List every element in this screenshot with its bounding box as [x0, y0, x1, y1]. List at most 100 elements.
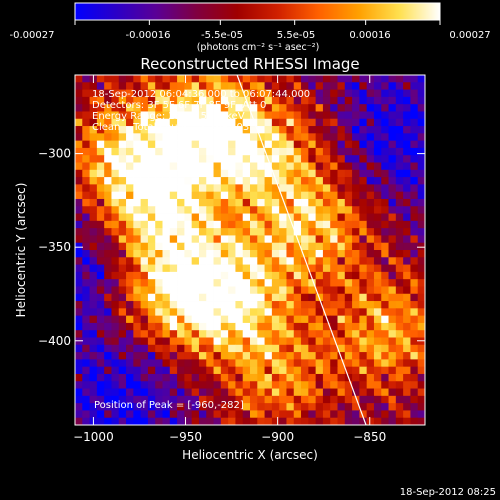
heatmap-cell [410, 104, 419, 112]
heatmap-cell [388, 271, 397, 280]
heatmap-cell [118, 257, 127, 265]
heatmap-cell [337, 220, 346, 229]
heatmap-cell [140, 264, 149, 273]
heatmap-cell [395, 242, 404, 251]
heatmap-cell [155, 257, 163, 265]
heatmap-cell [337, 213, 346, 222]
heatmap-cell [118, 381, 127, 389]
heatmap-cell [82, 235, 90, 244]
heatmap-cell [242, 279, 251, 287]
heatmap-cell [395, 403, 404, 411]
heatmap-cell [271, 308, 280, 317]
heatmap-cell [286, 308, 295, 317]
heatmap-cell [126, 301, 134, 309]
heatmap-cell [293, 388, 302, 397]
heatmap-cell [147, 250, 156, 258]
heatmap-cell [155, 264, 163, 273]
heatmap-cell [381, 206, 389, 214]
heatmap-cell [126, 169, 134, 178]
heatmap-cell [126, 155, 134, 163]
heatmap-cell [279, 140, 287, 149]
heatmap-cell [337, 366, 346, 375]
heatmap-cell [126, 104, 134, 112]
heatmap-cell [177, 271, 185, 280]
heatmap-cell [184, 315, 193, 324]
heatmap-cell [206, 373, 214, 382]
heatmap-cell [373, 89, 382, 98]
heatmap-cell [111, 111, 120, 120]
heatmap-cell [140, 293, 149, 302]
heatmap-cell [286, 213, 295, 222]
heatmap-cell [133, 206, 142, 214]
heatmap-cell [228, 250, 236, 258]
heatmap-cell [322, 250, 331, 258]
heatmap-cell [359, 118, 368, 127]
heatmap-cell [308, 330, 317, 338]
heatmap-cell [104, 213, 112, 222]
heatmap-cell [403, 286, 411, 295]
heatmap-cell [250, 184, 258, 193]
heatmap-cell [155, 301, 163, 309]
heatmap-cell [330, 279, 338, 287]
heatmap-cell [118, 308, 127, 317]
heatmap-cell [330, 104, 338, 112]
heatmap-cell [228, 235, 236, 244]
heatmap-cell [89, 403, 98, 411]
heatmap-cell [198, 279, 207, 287]
heatmap-cell [352, 184, 360, 193]
heatmap-cell [293, 213, 302, 222]
heatmap-cell [96, 140, 105, 149]
heatmap-cell [403, 191, 411, 200]
heatmap-cell [271, 198, 280, 207]
heatmap-cell [315, 228, 324, 236]
heatmap-cell [198, 155, 207, 163]
heatmap-cell [286, 271, 295, 280]
heatmap-cell [257, 228, 265, 236]
heatmap-cell [308, 140, 317, 149]
heatmap-cell [330, 344, 338, 353]
heatmap-cell [213, 373, 222, 382]
heatmap-cell [286, 301, 295, 309]
heatmap-cell [373, 133, 382, 142]
heatmap-cell [89, 140, 98, 149]
heatmap-cell [126, 344, 134, 353]
heatmap-cell [330, 403, 338, 411]
heatmap-cell [271, 220, 280, 229]
heatmap-cell [118, 388, 127, 397]
heatmap-cell [177, 250, 185, 258]
heatmap-cell [330, 264, 338, 273]
heatmap-cell [264, 228, 273, 236]
heatmap-cell [293, 381, 302, 389]
heatmap-cell [271, 330, 280, 338]
heatmap-cell [381, 111, 389, 120]
heatmap-cell [96, 410, 105, 419]
heatmap-cell [410, 286, 419, 295]
heatmap-cell [395, 147, 404, 156]
heatmap-cell [286, 96, 295, 105]
heatmap-cell [191, 177, 200, 185]
heatmap-cell [410, 111, 419, 120]
heatmap-cell [344, 322, 353, 331]
heatmap-cell [220, 315, 229, 324]
heatmap-cell [410, 373, 419, 382]
heatmap-cell [359, 184, 368, 193]
heatmap-cell [220, 395, 229, 404]
heatmap-cell [75, 118, 83, 127]
heatmap-cell [220, 373, 229, 382]
heatmap-cell [184, 155, 193, 163]
heatmap-cell [352, 104, 360, 112]
heatmap-cell [75, 417, 83, 426]
heatmap-cell [184, 279, 193, 287]
heatmap-cell [140, 279, 149, 287]
heatmap-cell [140, 133, 149, 142]
heatmap-cell [344, 111, 353, 120]
heatmap-cell [322, 417, 331, 426]
heatmap-cell [293, 228, 302, 236]
heatmap-cell [228, 257, 236, 265]
heatmap-cell [395, 82, 404, 90]
heatmap-cell [330, 169, 338, 178]
heatmap-cell [410, 191, 419, 200]
heatmap-cell [126, 184, 134, 193]
heatmap-cell [330, 118, 338, 127]
heatmap-cell [264, 257, 273, 265]
